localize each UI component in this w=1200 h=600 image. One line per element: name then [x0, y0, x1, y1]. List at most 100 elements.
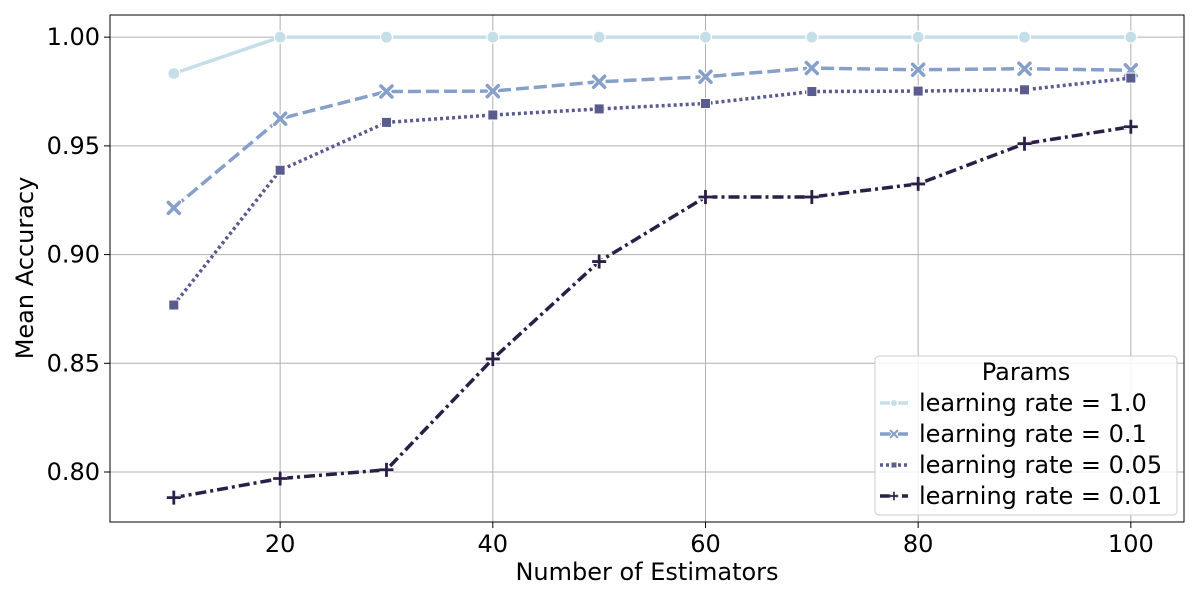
- data-point: [912, 85, 924, 97]
- point-mark: [698, 69, 713, 84]
- data-point: [592, 254, 607, 269]
- data-point: [273, 471, 288, 486]
- series-lines: [165, 30, 1140, 505]
- data-point: [889, 491, 899, 501]
- point-mark: [1123, 119, 1138, 134]
- point-mark: [379, 84, 394, 99]
- point-mark: [273, 471, 288, 486]
- series-2: [168, 72, 1137, 311]
- data-point: [1017, 136, 1032, 151]
- data-point: [379, 462, 394, 477]
- x-axis-label: Number of Estimators: [515, 558, 778, 586]
- legend-label: learning rate = 1.0: [919, 389, 1147, 417]
- point-mark: [379, 462, 394, 477]
- data-point: [274, 164, 286, 176]
- data-point: [165, 199, 183, 217]
- legend-label: learning rate = 0.05: [919, 451, 1162, 479]
- data-point: [911, 176, 926, 191]
- point-mark: [485, 351, 500, 366]
- data-point: [273, 30, 287, 44]
- axes: 20 40 60 80 100 0.80 0.85 0.90 0.95 1.00: [47, 23, 1154, 558]
- point-mark: [485, 83, 501, 99]
- data-point: [803, 59, 821, 77]
- series-0: [167, 30, 1138, 81]
- point-mark: [166, 200, 182, 216]
- x-tick-label: 80: [903, 530, 934, 558]
- point-mark: [1017, 136, 1032, 151]
- point-mark: [889, 429, 899, 439]
- legend-item: learning rate = 0.01: [880, 482, 1162, 510]
- series-3: [166, 119, 1138, 505]
- data-point: [487, 109, 499, 121]
- data-point: [890, 461, 898, 469]
- point-mark: [889, 491, 899, 501]
- x-tick-label: 20: [265, 530, 296, 558]
- series-line: [172, 66, 1131, 210]
- data-point: [804, 189, 819, 204]
- data-point: [888, 428, 900, 440]
- legend-label: learning rate = 0.01: [919, 482, 1162, 510]
- data-point: [696, 68, 714, 86]
- y-tick-label: 0.85: [47, 349, 100, 377]
- data-point: [484, 82, 502, 100]
- data-point: [592, 30, 606, 44]
- data-point: [1016, 60, 1033, 78]
- point-mark: [591, 74, 607, 89]
- data-point: [486, 30, 500, 44]
- point-mark: [698, 189, 713, 204]
- data-point: [805, 30, 819, 44]
- plot-frame: [109, 14, 1185, 523]
- y-tick-label: 0.80: [47, 458, 100, 486]
- data-point: [167, 66, 181, 81]
- data-point: [698, 189, 713, 204]
- data-point: [909, 61, 927, 79]
- data-point: [1125, 72, 1137, 84]
- legend-item: learning rate = 0.1: [880, 420, 1147, 448]
- series-1: [165, 59, 1140, 217]
- data-point: [806, 86, 818, 98]
- data-point: [380, 116, 392, 128]
- legend-items: learning rate = 1.0 learning rate = 0.1 le…: [880, 389, 1162, 510]
- series-line: [173, 35, 1131, 76]
- point-mark: [1017, 61, 1032, 76]
- data-point: [1124, 30, 1138, 44]
- data-point: [379, 30, 394, 44]
- y-tick-label: 0.95: [47, 132, 100, 160]
- point-mark: [592, 254, 607, 269]
- y-axis-label: Mean Accuracy: [11, 177, 39, 360]
- data-point: [590, 73, 608, 91]
- data-point: [889, 398, 899, 408]
- data-point: [1017, 30, 1032, 44]
- x-tick-label: 60: [690, 530, 721, 558]
- legend-box: [874, 355, 1178, 516]
- point-mark: [911, 176, 926, 191]
- data-point: [485, 351, 500, 366]
- data-point: [593, 103, 605, 115]
- legend-item: learning rate = 0.05: [880, 451, 1162, 479]
- data-point: [911, 30, 925, 44]
- data-point: [1123, 119, 1138, 134]
- y-tick-label: 1.00: [47, 23, 100, 51]
- data-point: [168, 299, 180, 311]
- data-point: [1018, 84, 1030, 96]
- data-point: [698, 30, 713, 44]
- data-point: [271, 110, 289, 128]
- point-mark: [804, 189, 819, 204]
- data-point: [699, 97, 711, 109]
- data-point: [377, 83, 395, 101]
- series-line: [173, 125, 1132, 500]
- series-line: [172, 76, 1132, 307]
- x-tick-label: 40: [478, 530, 509, 558]
- legend-item: learning rate = 1.0: [880, 389, 1147, 417]
- point-mark: [910, 62, 926, 78]
- point-mark: [272, 111, 288, 126]
- point-mark: [804, 60, 820, 76]
- legend-title: Params: [982, 358, 1071, 386]
- y-tick-label: 0.90: [47, 241, 100, 269]
- x-tick-label: 100: [1108, 530, 1154, 558]
- legend-label: learning rate = 0.1: [919, 420, 1147, 448]
- data-point: [166, 490, 181, 505]
- point-mark: [166, 490, 181, 505]
